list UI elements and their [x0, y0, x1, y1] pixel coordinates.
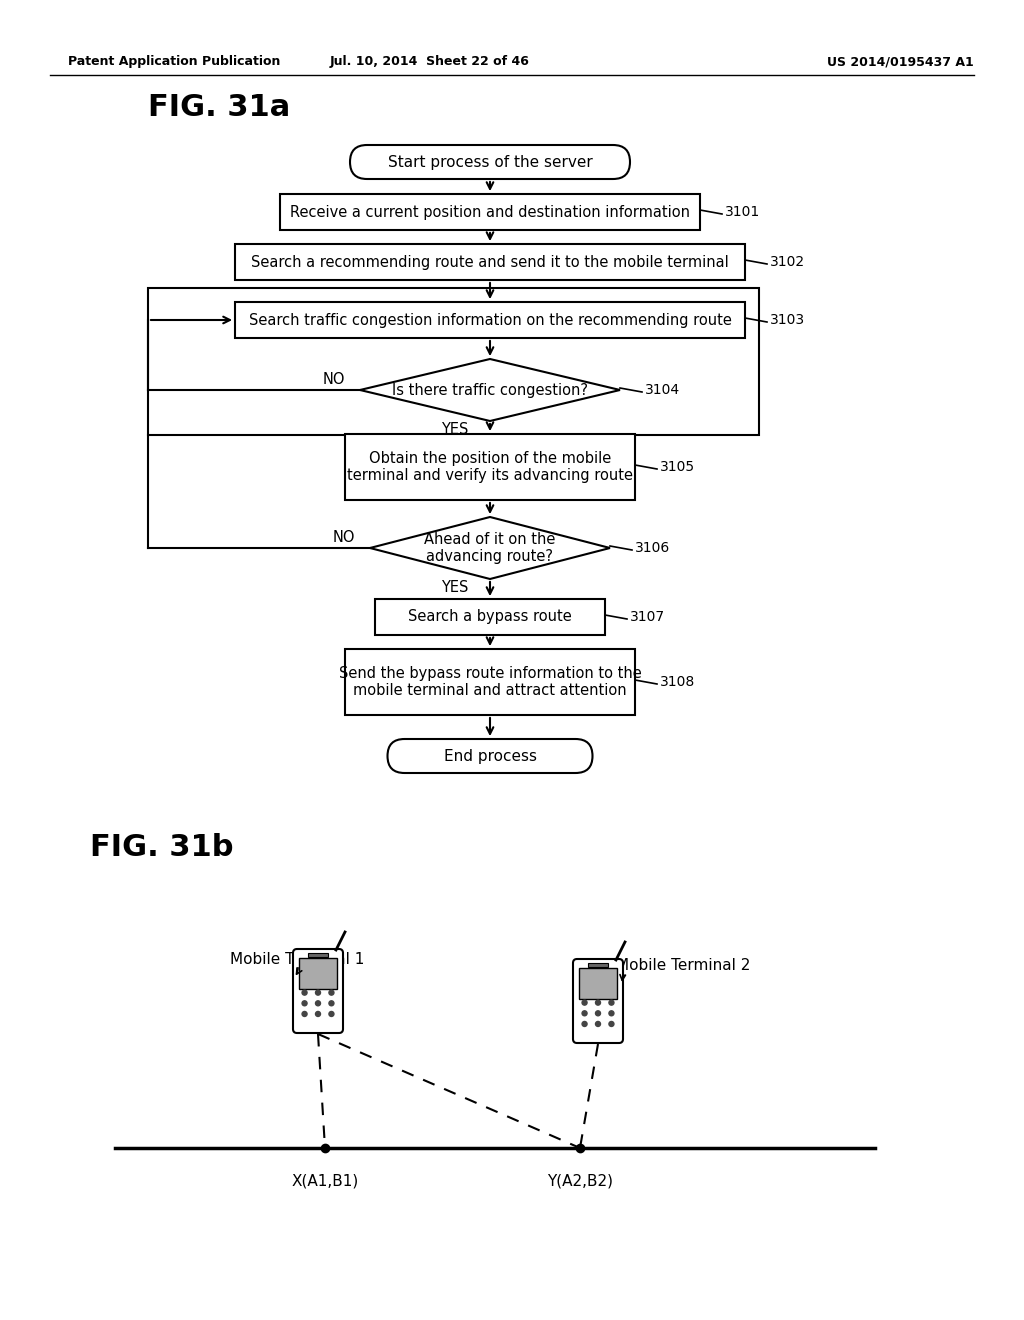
FancyBboxPatch shape: [350, 145, 630, 180]
Bar: [579, 968, 617, 999]
Bar: [299, 958, 337, 989]
Polygon shape: [370, 517, 610, 579]
Circle shape: [596, 1022, 600, 1027]
Text: Jul. 10, 2014  Sheet 22 of 46: Jul. 10, 2014 Sheet 22 of 46: [330, 55, 530, 69]
Text: 3103: 3103: [770, 313, 805, 327]
Text: Y(A2,B2): Y(A2,B2): [547, 1173, 613, 1189]
Circle shape: [582, 1001, 587, 1005]
Text: Send the bypass route information to the
mobile terminal and attract attention: Send the bypass route information to the…: [339, 665, 641, 698]
Bar: [308, 953, 328, 957]
Text: 3104: 3104: [645, 383, 680, 397]
Circle shape: [329, 1011, 334, 1016]
Circle shape: [315, 1011, 321, 1016]
Text: 3108: 3108: [660, 675, 695, 689]
Bar: [345, 649, 635, 715]
Circle shape: [609, 1022, 614, 1027]
Circle shape: [609, 1001, 614, 1005]
Circle shape: [582, 1022, 587, 1027]
Text: NO: NO: [333, 531, 355, 545]
Text: 3106: 3106: [635, 541, 671, 554]
Circle shape: [302, 1011, 307, 1016]
Text: Receive a current position and destination information: Receive a current position and destinati…: [290, 205, 690, 219]
Circle shape: [315, 1001, 321, 1006]
Text: Ahead of it on the
advancing route?: Ahead of it on the advancing route?: [424, 532, 556, 564]
Text: End process: End process: [443, 748, 537, 763]
Bar: [234, 302, 745, 338]
Text: Start process of the server: Start process of the server: [388, 154, 592, 169]
Circle shape: [582, 1011, 587, 1016]
Polygon shape: [360, 359, 620, 421]
Circle shape: [302, 990, 307, 995]
Circle shape: [596, 1001, 600, 1005]
Text: Obtain the position of the mobile
terminal and verify its advancing route: Obtain the position of the mobile termin…: [347, 451, 633, 483]
Circle shape: [609, 1011, 614, 1016]
Bar: [148, 288, 759, 436]
Text: X(A1,B1): X(A1,B1): [292, 1173, 358, 1189]
Circle shape: [596, 1011, 600, 1016]
Text: Is there traffic congestion?: Is there traffic congestion?: [392, 383, 588, 397]
Text: Search a bypass route: Search a bypass route: [409, 610, 571, 624]
Bar: [589, 964, 607, 968]
Text: FIG. 31a: FIG. 31a: [148, 94, 290, 123]
Circle shape: [329, 990, 334, 995]
Text: US 2014/0195437 A1: US 2014/0195437 A1: [826, 55, 974, 69]
Text: YES: YES: [440, 422, 468, 437]
Text: 3101: 3101: [725, 205, 760, 219]
Text: YES: YES: [440, 581, 468, 595]
FancyBboxPatch shape: [387, 739, 593, 774]
Circle shape: [329, 1001, 334, 1006]
Text: Mobile Terminal 2: Mobile Terminal 2: [616, 957, 751, 973]
FancyBboxPatch shape: [573, 960, 623, 1043]
Text: 3105: 3105: [660, 459, 695, 474]
Circle shape: [302, 1001, 307, 1006]
FancyBboxPatch shape: [293, 949, 343, 1034]
Circle shape: [315, 990, 321, 995]
Text: Mobile Terminal 1: Mobile Terminal 1: [230, 953, 365, 968]
Bar: [375, 599, 605, 635]
Bar: [234, 244, 745, 280]
Text: NO: NO: [323, 372, 345, 388]
Bar: [345, 434, 635, 500]
Text: Search a recommending route and send it to the mobile terminal: Search a recommending route and send it …: [251, 255, 729, 269]
Text: 3107: 3107: [630, 610, 666, 624]
Text: Search traffic congestion information on the recommending route: Search traffic congestion information on…: [249, 313, 731, 327]
Text: FIG. 31b: FIG. 31b: [90, 833, 233, 862]
Text: 3102: 3102: [770, 255, 805, 269]
Bar: [280, 194, 700, 230]
Text: Patent Application Publication: Patent Application Publication: [68, 55, 281, 69]
